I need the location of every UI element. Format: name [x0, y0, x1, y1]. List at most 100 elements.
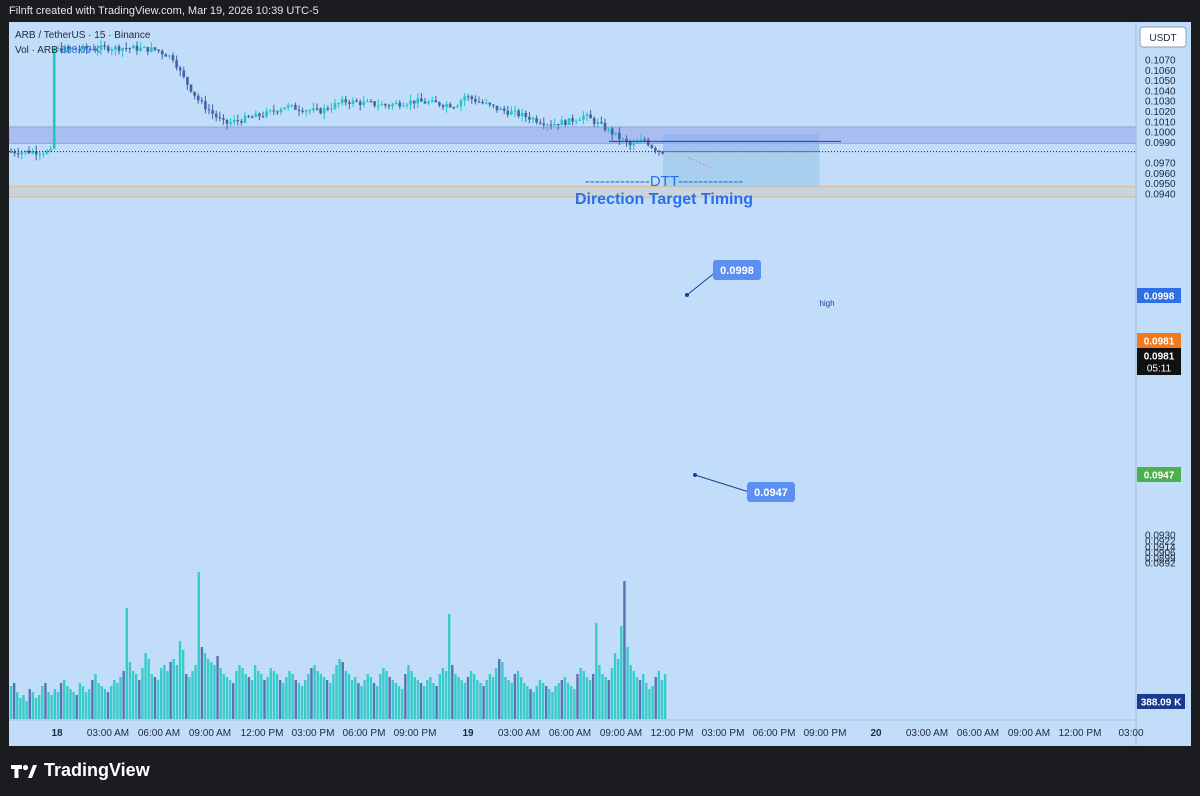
volume-tag-text: 388.09 K: [1141, 698, 1182, 709]
candle-body: [477, 101, 481, 103]
volume-bar: [50, 695, 53, 719]
candle-body: [405, 104, 409, 106]
target-price-tag: 0.0947: [1137, 467, 1181, 482]
volume-bar: [200, 647, 204, 719]
candle-body: [492, 104, 495, 106]
high-label: high: [819, 299, 834, 308]
candle-body: [409, 100, 412, 105]
candle-body: [16, 153, 20, 155]
candle-body: [250, 117, 254, 119]
volume-bar: [394, 683, 398, 719]
volume-bar: [482, 686, 485, 719]
candle-body: [567, 118, 571, 126]
volume-bar: [657, 671, 661, 719]
volume-bar: [235, 671, 238, 719]
price-tick-label: 0.0950: [1145, 179, 1176, 190]
volume-bar: [106, 692, 110, 719]
volume-bar: [56, 692, 60, 719]
volume-bar: [601, 674, 604, 719]
candle-body: [31, 151, 34, 154]
currency-button[interactable]: USDT: [1139, 26, 1187, 48]
alert-price-tag: 0.0981: [1137, 333, 1181, 348]
candle-body: [294, 104, 297, 110]
candle-body: [636, 142, 639, 144]
time-tick-label: 03:00: [1118, 728, 1143, 739]
candle-body: [308, 110, 312, 112]
volume-bar: [357, 683, 360, 719]
volume-bar: [494, 668, 498, 719]
volume-bar: [485, 680, 488, 719]
candle-body: [549, 124, 553, 126]
volume-bar: [563, 677, 567, 719]
candle-body: [394, 102, 398, 105]
price-tick-label: 0.0899: [1145, 553, 1176, 564]
candle-body: [114, 46, 117, 50]
candle-body: [99, 45, 103, 50]
candle-body: [286, 105, 290, 108]
volume-value: 388.09 K: [60, 45, 101, 56]
candle-body: [214, 113, 218, 118]
volume-bar: [432, 683, 435, 719]
volume-bar: [194, 665, 197, 719]
candle-body: [387, 105, 391, 107]
candle-body: [222, 117, 225, 120]
volume-bar: [12, 683, 16, 719]
countdown-text: 05:11: [1147, 364, 1172, 375]
candle-body: [445, 104, 448, 107]
volume-bar: [504, 677, 507, 719]
candle-body: [150, 47, 153, 52]
callout-lower[interactable]: 0.0947: [693, 473, 795, 502]
volume-bar: [225, 677, 229, 719]
volume-bar: [651, 686, 654, 719]
candle-body: [560, 120, 564, 126]
price-tick-label: 0.1070: [1145, 56, 1176, 67]
candle-body: [139, 47, 142, 51]
candle-body: [56, 47, 60, 50]
candle-body: [420, 98, 423, 102]
candle-body: [337, 103, 340, 105]
candle-body: [312, 108, 315, 111]
candle-body: [121, 48, 124, 51]
volume-bar: [175, 665, 179, 719]
candle-body: [585, 114, 589, 116]
volume-bar: [457, 677, 460, 719]
candle-body: [348, 102, 351, 104]
price-tick-label: 0.0990: [1145, 138, 1176, 149]
zones-layer: [9, 126, 1137, 198]
volume-bar: [426, 680, 429, 719]
tradingview-logo-icon: [11, 764, 37, 778]
volume-bar: [128, 662, 132, 719]
chart-frame[interactable]: -------------DTT------------- Direction …: [9, 22, 1191, 746]
time-tick-label: 12:00 PM: [241, 728, 284, 739]
callout-lower-anchor: [693, 473, 697, 477]
time-axis-ticks: 18 03:00 AM 06:00 AM 09:00 AM 12:00 PM 03:00 …: [51, 728, 1144, 739]
candles: [9, 39, 664, 161]
callout-upper-text: 0.0998: [720, 265, 754, 277]
candle-body: [434, 100, 438, 103]
volume-bar: [366, 674, 369, 719]
current-price-tag: 0.0981 05:11: [1137, 348, 1181, 375]
tradingview-brand[interactable]: TradingView: [10, 760, 150, 781]
volume-bar: [113, 680, 116, 719]
candle-body: [603, 122, 607, 131]
volume-bar: [397, 686, 401, 719]
volume-bar: [84, 692, 88, 719]
candle-body: [661, 151, 664, 154]
candle-body: [621, 138, 625, 140]
price-tick-label: 0.0940: [1145, 189, 1176, 200]
candle-body: [351, 100, 355, 104]
time-tick-label: 06:00 AM: [957, 728, 999, 739]
time-tick-label: 03:00 AM: [87, 728, 129, 739]
volume-bar: [570, 686, 573, 719]
symbol-line[interactable]: ARB / TetherUS · 15 · Binance: [15, 30, 151, 41]
volume-bar: [476, 680, 479, 719]
candle-body: [276, 111, 279, 113]
risk-box: [663, 134, 820, 152]
time-tick-label: 19: [462, 728, 474, 739]
volume-bar: [291, 674, 294, 719]
callout-upper[interactable]: 0.0998: [685, 260, 761, 297]
price-chart[interactable]: -------------DTT------------- Direction …: [9, 22, 1191, 746]
volume-bar: [510, 683, 513, 719]
volume-bar: [350, 680, 354, 719]
volume-bar: [451, 665, 454, 719]
